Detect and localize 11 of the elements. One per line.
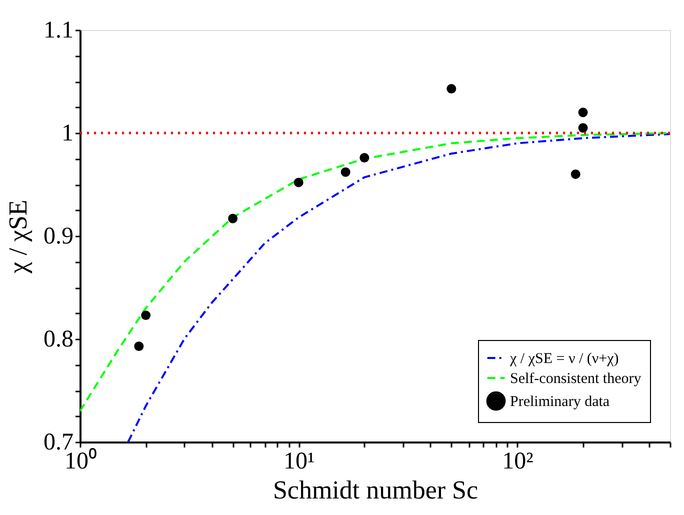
x-tick-label: 10¹ bbox=[284, 448, 315, 474]
y-tick-label: 0.8 bbox=[44, 326, 74, 352]
y-tick-label: 1.1 bbox=[44, 18, 74, 44]
y-tick-label: 1 bbox=[62, 120, 74, 146]
x-axis-title: Schmidt number Sc bbox=[272, 476, 478, 504]
legend-label: Self-consistent theory bbox=[510, 371, 642, 387]
y-axis-title: χ / χSE bbox=[4, 200, 32, 274]
legend-label: Preliminary data bbox=[510, 394, 610, 410]
y-tick-label: 0.9 bbox=[44, 224, 74, 250]
legend-label: χ / χSE = ν / (ν+χ) bbox=[509, 351, 619, 367]
x-tick-label: 10² bbox=[502, 448, 534, 474]
